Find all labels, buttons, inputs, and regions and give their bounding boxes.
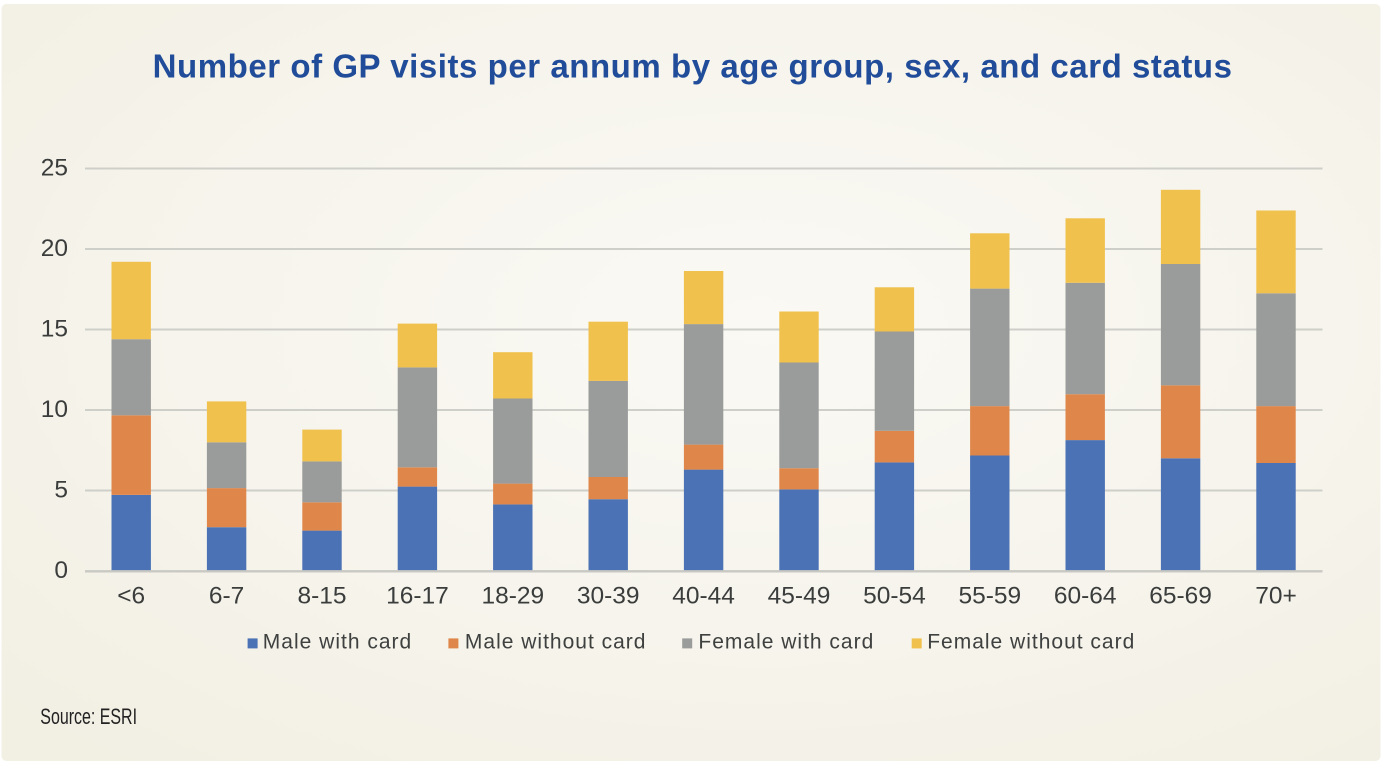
- svg-text:8-15: 8-15: [297, 582, 346, 609]
- svg-text:15: 15: [41, 316, 68, 343]
- svg-text:45-49: 45-49: [768, 582, 831, 609]
- svg-text:20: 20: [41, 235, 68, 262]
- svg-text:10: 10: [41, 396, 68, 423]
- svg-text:Source: ESRI: Source: ESRI: [40, 704, 137, 729]
- svg-text:Male with card: Male with card: [263, 631, 412, 654]
- svg-text:5: 5: [54, 477, 68, 504]
- svg-text:70+: 70+: [1255, 582, 1297, 609]
- svg-text:Female without card: Female without card: [927, 631, 1135, 654]
- svg-text:55-59: 55-59: [958, 582, 1021, 609]
- svg-text:6-7: 6-7: [209, 582, 244, 609]
- svg-text:Number of GP visits per annum: Number of GP visits per annum by age gro…: [153, 48, 1233, 85]
- svg-text:65-69: 65-69: [1149, 582, 1212, 609]
- svg-text:60-64: 60-64: [1054, 582, 1117, 609]
- svg-text:40-44: 40-44: [672, 582, 735, 609]
- svg-text:<6: <6: [117, 582, 145, 609]
- svg-text:0: 0: [54, 557, 68, 584]
- svg-text:18-29: 18-29: [481, 582, 544, 609]
- svg-text:30-39: 30-39: [577, 582, 640, 609]
- svg-text:Female with card: Female with card: [698, 631, 874, 654]
- svg-text:16-17: 16-17: [386, 582, 449, 609]
- svg-text:50-54: 50-54: [863, 582, 926, 609]
- svg-text:Male without card: Male without card: [465, 631, 647, 654]
- svg-text:25: 25: [41, 155, 68, 182]
